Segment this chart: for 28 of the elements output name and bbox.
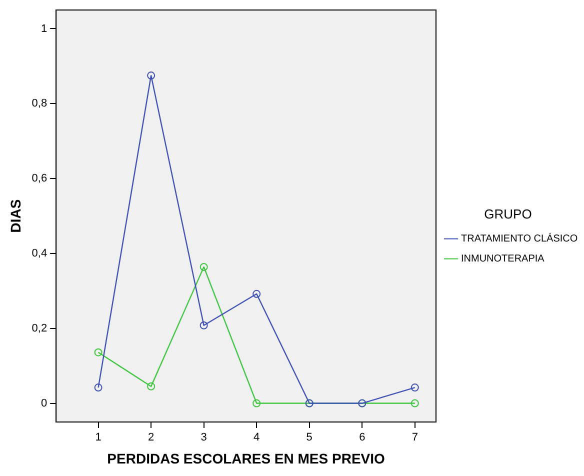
- y-tick-label: 0: [40, 397, 48, 410]
- y-tick-label: 0,6: [32, 172, 48, 185]
- x-tick-label: 7: [412, 432, 418, 444]
- x-tick-label: 6: [359, 432, 366, 444]
- y-tick-label: 0,2: [32, 322, 48, 334]
- point: [94, 348, 102, 356]
- x-axis-title: PERDIDAS ESCOLARES EN MES PREVIO: [107, 450, 386, 466]
- x-tick-label: 4: [254, 432, 260, 444]
- x-tick-label: 2: [148, 432, 154, 444]
- point: [410, 399, 419, 408]
- point: [147, 382, 156, 390]
- y-tick-label: 1: [40, 22, 48, 35]
- legend-label: INMUNOTERAPIA: [461, 254, 545, 265]
- point: [410, 384, 419, 392]
- legend-label: TRATAMIENTO CLÁSICO: [461, 232, 578, 245]
- point: [252, 399, 261, 408]
- legend-title: GRUPO: [484, 206, 532, 222]
- y-axis-title: DIAS: [7, 199, 24, 233]
- y-tick-label: 0,8: [32, 98, 48, 110]
- point: [94, 384, 102, 392]
- point: [252, 290, 261, 298]
- y-tick-label: 0,4: [32, 247, 48, 260]
- point: [200, 321, 208, 330]
- x-tick-label: 5: [306, 432, 312, 444]
- x-tick-label: 1: [95, 432, 102, 444]
- point: [147, 72, 156, 80]
- point: [200, 262, 208, 271]
- x-tick-label: 3: [200, 432, 207, 444]
